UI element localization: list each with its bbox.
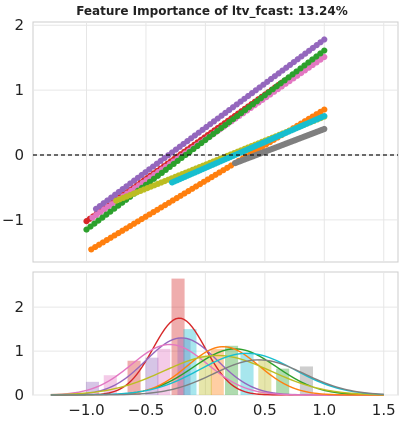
- data-point: [321, 36, 328, 43]
- x-tick-label: 1.0: [312, 401, 336, 419]
- data-point: [321, 53, 328, 61]
- data-point: [321, 125, 328, 133]
- data-point: [321, 106, 328, 113]
- y-tick-label: −1: [2, 211, 24, 229]
- y-tick-label: 1: [14, 342, 24, 360]
- y-tick-label: 2: [14, 298, 24, 316]
- x-tick-label: −0.5: [128, 401, 164, 419]
- y-tick-label: 2: [14, 16, 24, 34]
- histogram-bar: [276, 368, 290, 395]
- histogram-bar: [183, 329, 197, 395]
- chart-title: Feature Importance of ltv_fcast: 13.24%: [76, 4, 348, 19]
- x-tick-label: −1.0: [68, 401, 104, 419]
- histogram-plot-area: [32, 271, 399, 396]
- histogram-panel: −1.0 −0.5 0.0 0.5 1.0 1.5 0 1 2: [14, 271, 399, 419]
- scatter-panel: −1 0 1 2: [2, 16, 399, 263]
- histogram-bar: [177, 338, 191, 395]
- kde-curve: [50, 359, 384, 396]
- y-tick-label: 1: [14, 81, 24, 99]
- y-tick-label: 0: [14, 146, 24, 164]
- x-tick-label: 0.5: [253, 401, 277, 419]
- y-tick-label: 0: [14, 386, 24, 404]
- data-point: [321, 47, 328, 54]
- kde-curve: [50, 354, 384, 396]
- x-tick-label: 0.0: [193, 401, 217, 419]
- data-point: [321, 112, 328, 120]
- x-tick-label: 1.5: [372, 401, 396, 419]
- histogram-bar: [240, 353, 254, 395]
